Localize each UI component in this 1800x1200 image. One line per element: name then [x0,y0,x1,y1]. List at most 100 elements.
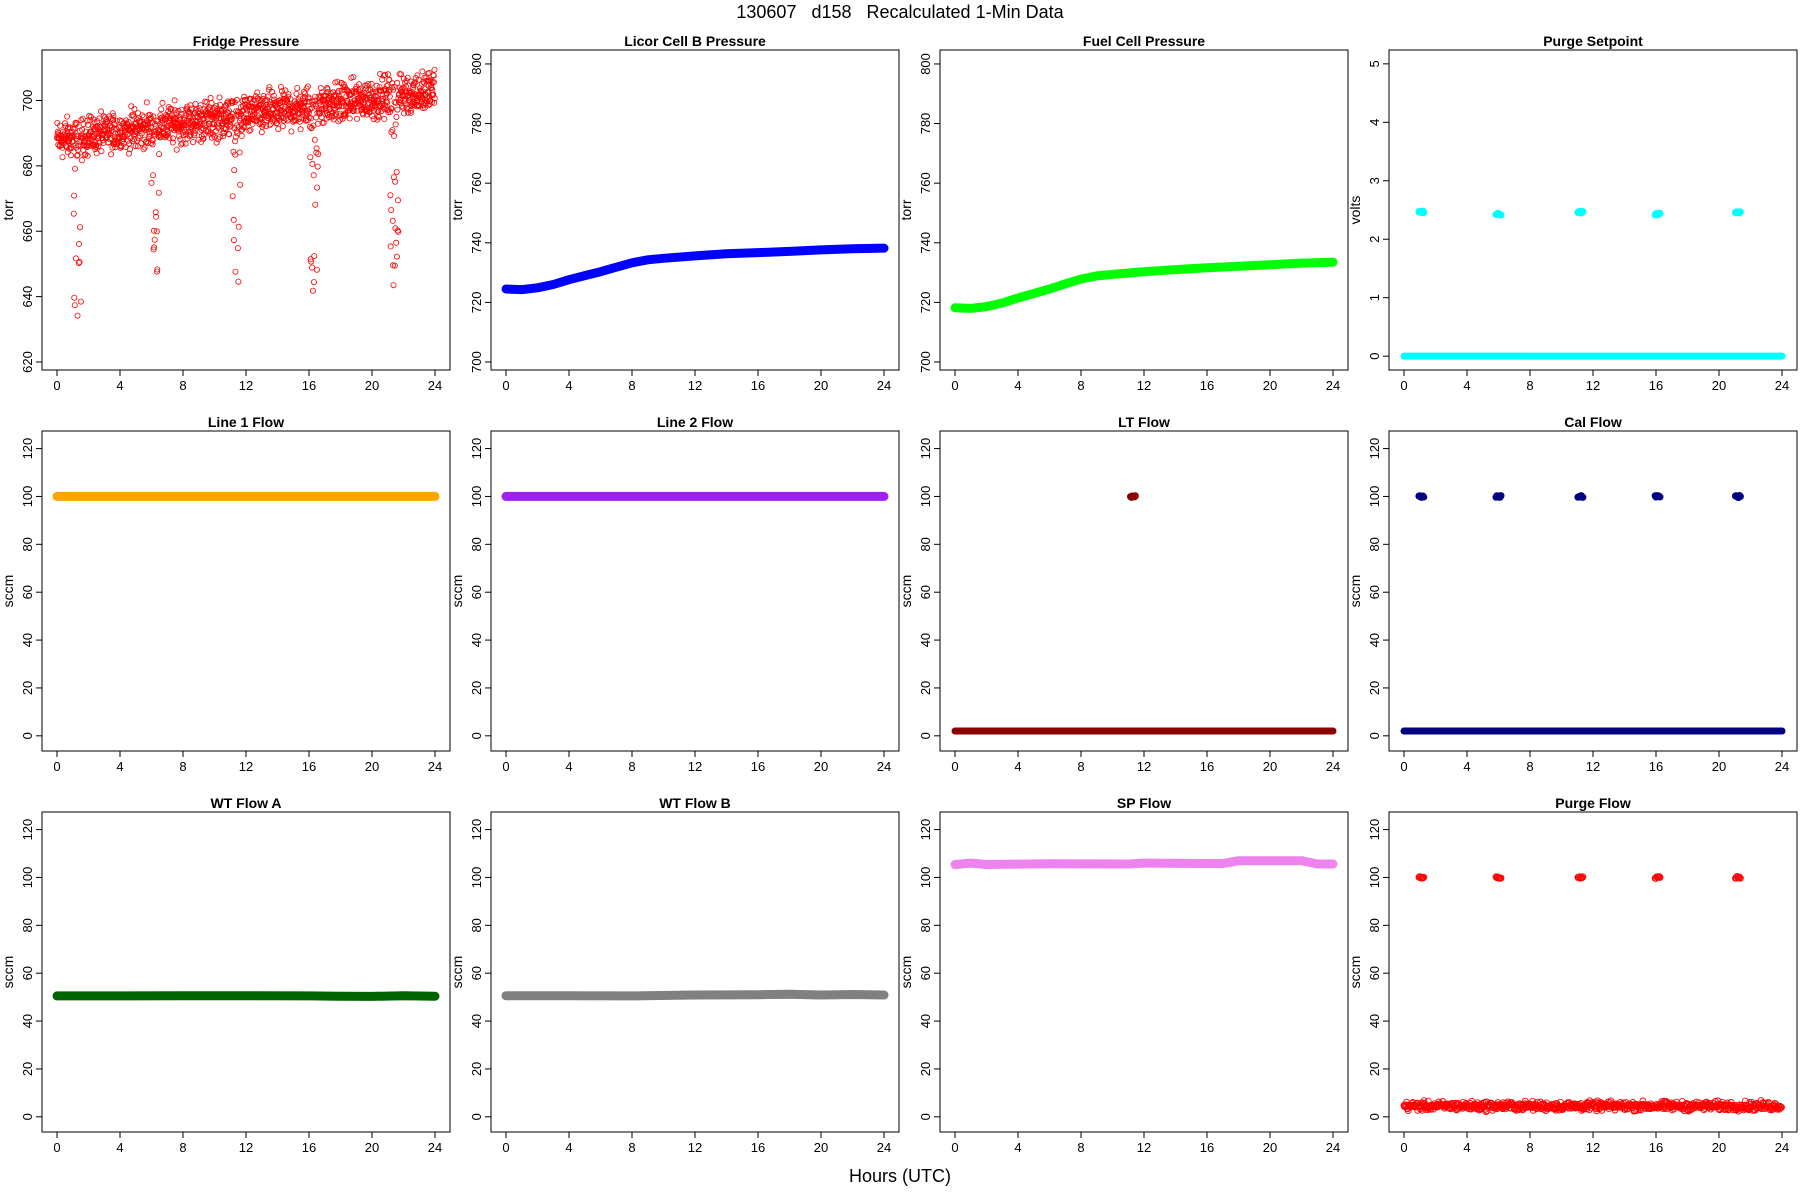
data-point [393,253,400,260]
data-point [127,135,134,142]
data-point [209,124,216,131]
data-point [93,123,100,130]
data-point [72,255,79,262]
data-point [72,165,79,172]
x-tick-label: 4 [1014,759,1021,774]
data-point [218,110,225,117]
data-point [104,130,111,137]
y-axis-label: sccm [1347,575,1363,608]
x-tick-label: 8 [1526,378,1533,393]
data-point [195,108,202,115]
data-point [336,116,343,123]
data-point [365,81,372,88]
y-axis-label: sccm [1347,956,1363,989]
x-tick-label: 4 [565,1140,572,1155]
data-point [374,112,381,119]
data-point [229,111,236,118]
data-point [431,66,438,73]
panel-title: Line 1 Flow [208,414,284,430]
data-point [324,86,331,93]
series-line [501,989,889,1001]
y-tick-label: 40 [20,633,35,647]
data-point [232,268,239,275]
data-point [115,123,122,130]
panel-title: Line 2 Flow [657,414,733,430]
y-tick-label: 640 [20,286,35,308]
data-point [382,71,389,78]
x-tick-label: 8 [179,1140,186,1155]
data-point [64,113,71,120]
data-layer [1400,873,1785,1115]
data-point [71,125,78,132]
x-tick-label: 24 [428,1140,442,1155]
data-point [81,152,88,159]
y-tick-label: 60 [1367,966,1382,980]
data-layer [951,492,1337,735]
x-tick-label: 0 [53,1140,60,1155]
data-point [189,139,196,146]
panel-line-2-flow: Line 2 Flow sccm 0 4 8 12 16 20 24 0 20 40 60 80 100 12… [449,414,900,774]
y-tick-label: 100 [20,486,35,508]
data-point [307,256,314,263]
data-point [300,103,307,110]
data-point [207,94,214,101]
series-line [501,243,889,295]
data-point [293,90,300,97]
data-point [125,119,132,126]
y-tick-label: 20 [918,681,933,695]
data-point [215,123,222,130]
data-point [379,104,386,111]
data-point [71,302,78,309]
x-tick-label: 20 [1263,759,1277,774]
plot-frame [490,811,900,1133]
data-point [1579,873,1587,881]
y-tick-label: 2 [1367,236,1382,243]
data-point [389,217,396,224]
data-point [1420,1097,1428,1105]
data-point [297,126,304,133]
data-point [110,117,117,124]
data-point [401,85,408,92]
y-tick-label: 20 [918,1062,933,1076]
data-point [77,142,84,149]
data-point [199,116,206,123]
y-tick-label: 5 [1367,60,1382,67]
panel-title: WT Flow A [210,795,281,811]
data-point [70,132,77,139]
data-point [1656,493,1664,501]
data-point [331,107,338,114]
data-point [389,127,396,134]
data-point [384,71,391,78]
data-point [158,106,165,113]
data-point [315,150,322,157]
data-point [307,154,314,161]
x-tick-label: 20 [1712,378,1726,393]
x-tick-label: 24 [1326,1140,1340,1155]
y-tick-label: 40 [469,633,484,647]
data-point [225,107,232,114]
x-tick-label: 24 [877,759,891,774]
panel-purge-flow: Purge Flow sccm 0 4 8 12 16 20 24 0 20 40 60 80 100 120 [1347,795,1798,1155]
data-point [156,151,163,158]
panel-title: Cal Flow [1564,414,1622,430]
x-tick-label: 8 [179,378,186,393]
y-tick-label: 780 [918,113,933,135]
data-point [171,97,178,104]
data-point [1422,1105,1429,1113]
data-point [134,143,141,150]
y-tick-label: 20 [1367,681,1382,695]
data-point [108,151,115,158]
data-point [146,111,153,118]
data-point [158,114,165,121]
y-axis-label: torr [898,199,914,220]
x-tick-label: 12 [1137,378,1151,393]
x-tick-label: 0 [951,378,958,393]
data-point [407,99,414,106]
data-point [212,128,219,135]
data-point [90,116,97,123]
data-point [1655,873,1663,881]
data-point [335,118,342,125]
panel-title: SP Flow [1117,795,1171,811]
data-point [226,131,233,138]
x-tick-label: 12 [688,1140,702,1155]
